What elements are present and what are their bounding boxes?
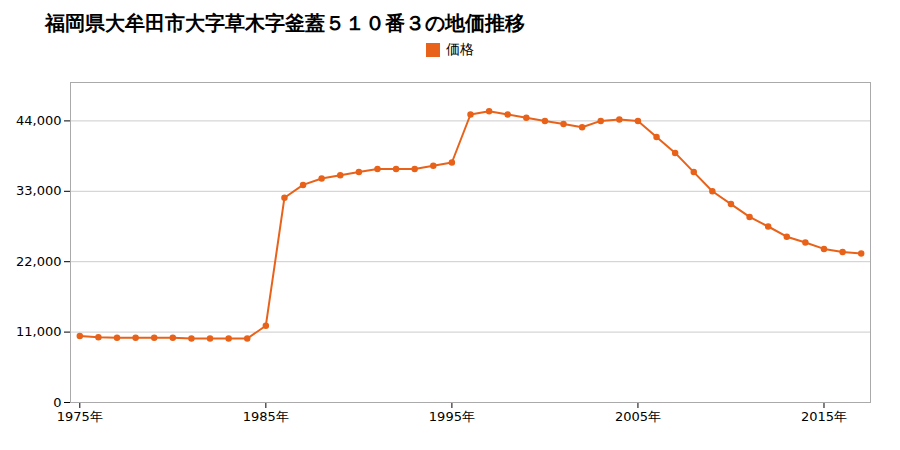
svg-text:22,000: 22,000 <box>16 254 62 269</box>
svg-text:2005年: 2005年 <box>615 409 661 424</box>
svg-text:1975年: 1975年 <box>57 409 103 424</box>
svg-text:1985年: 1985年 <box>243 409 289 424</box>
svg-text:44,000: 44,000 <box>16 113 62 128</box>
svg-text:2015年: 2015年 <box>801 409 847 424</box>
svg-text:0: 0 <box>53 395 61 410</box>
html-text:価格: 価格 <box>446 41 474 57</box>
svg-text:11,000: 11,000 <box>16 324 62 339</box>
html-text:福岡県大牟田市大字草木字釜蓋５１０番３の地価推移: 福岡県大牟田市大字草木字釜蓋５１０番３の地価推移 <box>45 11 525 35</box>
svg-text:1995年: 1995年 <box>429 409 475 424</box>
svg-text:33,000: 33,000 <box>16 183 62 198</box>
